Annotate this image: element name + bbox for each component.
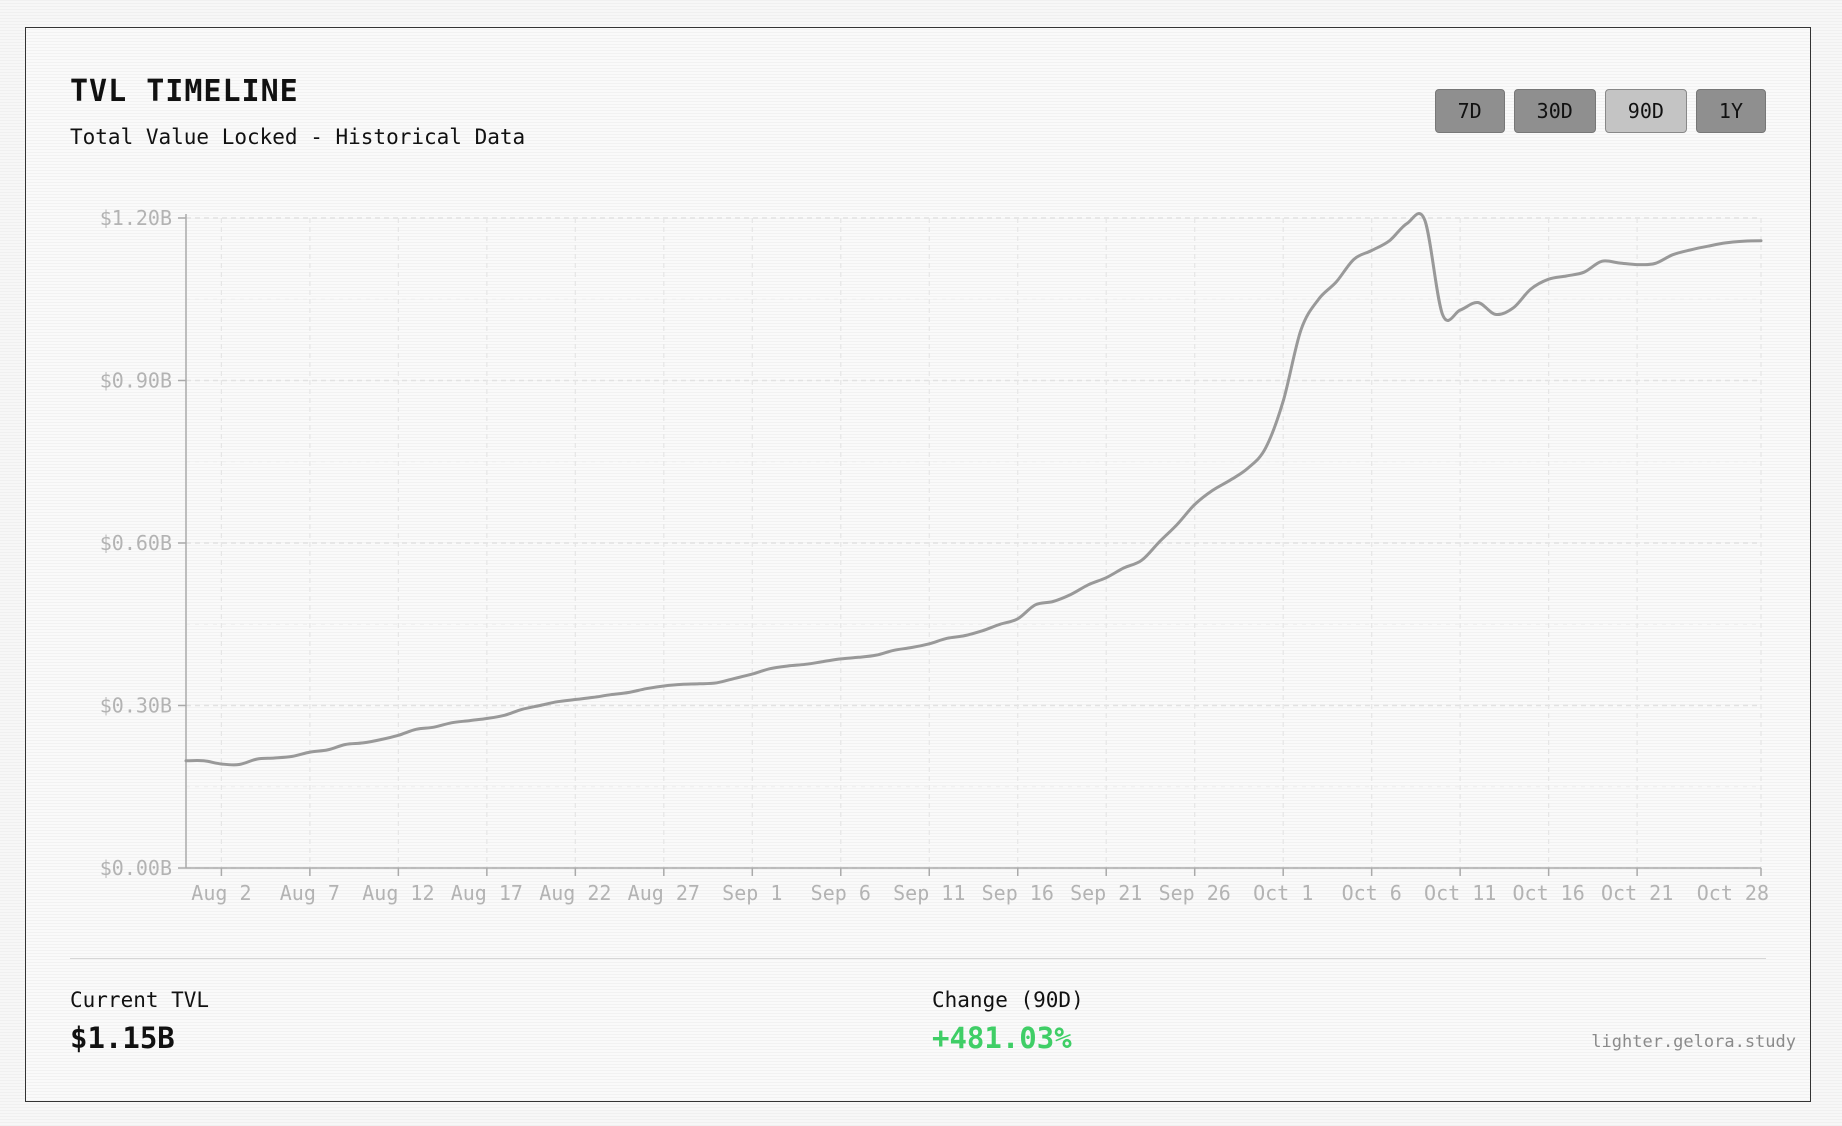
y-tick-label: $0.60B (100, 531, 172, 555)
x-tick-label: Aug 7 (280, 881, 340, 905)
chart-title: TVL TIMELINE (70, 74, 299, 109)
x-axis-ticks: Aug 2 Aug 7 Aug 12 Aug 17 Aug 22 Aug 27 Sep 1 S… (191, 868, 1769, 905)
tvl-series-line (184, 212, 1763, 767)
change-value: +481.03% (932, 1021, 1072, 1055)
range-button-1y[interactable]: 1Y (1695, 89, 1766, 133)
x-tick-label: Oct 6 (1342, 881, 1402, 905)
range-button-7d[interactable]: 7D (1434, 89, 1505, 133)
y-tick-label: $1.20B (100, 206, 172, 230)
x-tick-label: Aug 22 (539, 881, 611, 905)
current-tvl-value: $1.15B (70, 1021, 175, 1055)
y-tick-label: $0.90B (100, 369, 172, 393)
x-tick-label: Aug 17 (451, 881, 523, 905)
chart-series (184, 212, 1763, 767)
x-tick-label: Sep 26 (1159, 881, 1231, 905)
x-tick-label: Aug 27 (628, 881, 700, 905)
x-tick-label: Oct 28 (1697, 881, 1769, 905)
time-range-selector: 7D 30D 90D 1Y (1434, 89, 1766, 133)
x-tick-label: Oct 11 (1424, 881, 1496, 905)
current-tvl-label: Current TVL (70, 988, 210, 1012)
range-button-30d[interactable]: 30D (1513, 89, 1596, 133)
y-tick-label: $0.00B (100, 856, 172, 880)
x-tick-label: Aug 12 (362, 881, 434, 905)
chart-grid (186, 217, 1762, 869)
y-axis-ticks: $0.00B $0.30B $0.60B $0.90B $1.20B (100, 206, 186, 880)
change-label: Change (90D) (932, 988, 1084, 1012)
stats-divider (70, 958, 1766, 959)
chart-axes (185, 214, 1761, 869)
x-tick-label: Sep 6 (811, 881, 871, 905)
x-tick-label: Sep 16 (982, 881, 1054, 905)
x-tick-label: Aug 2 (191, 881, 251, 905)
source-link[interactable]: lighter.gelora.study (1591, 1032, 1796, 1052)
x-tick-label: Sep 11 (893, 881, 965, 905)
x-tick-label: Oct 21 (1601, 881, 1673, 905)
range-button-90d[interactable]: 90D (1604, 89, 1687, 133)
x-tick-label: Oct 16 (1513, 881, 1585, 905)
chart-subtitle: Total Value Locked - Historical Data (70, 125, 526, 149)
tvl-line-chart: $0.00B$0.30B$0.60B$0.90B$1.20B Aug 2 Aug … (100, 206, 1769, 905)
tvl-card: TVL TIMELINE Total Value Locked - Histor… (25, 27, 1811, 1102)
x-tick-label: Sep 1 (722, 881, 782, 905)
x-tick-label: Sep 21 (1070, 881, 1142, 905)
x-tick-label: Oct 1 (1253, 881, 1313, 905)
y-tick-label: $0.30B (100, 694, 172, 718)
